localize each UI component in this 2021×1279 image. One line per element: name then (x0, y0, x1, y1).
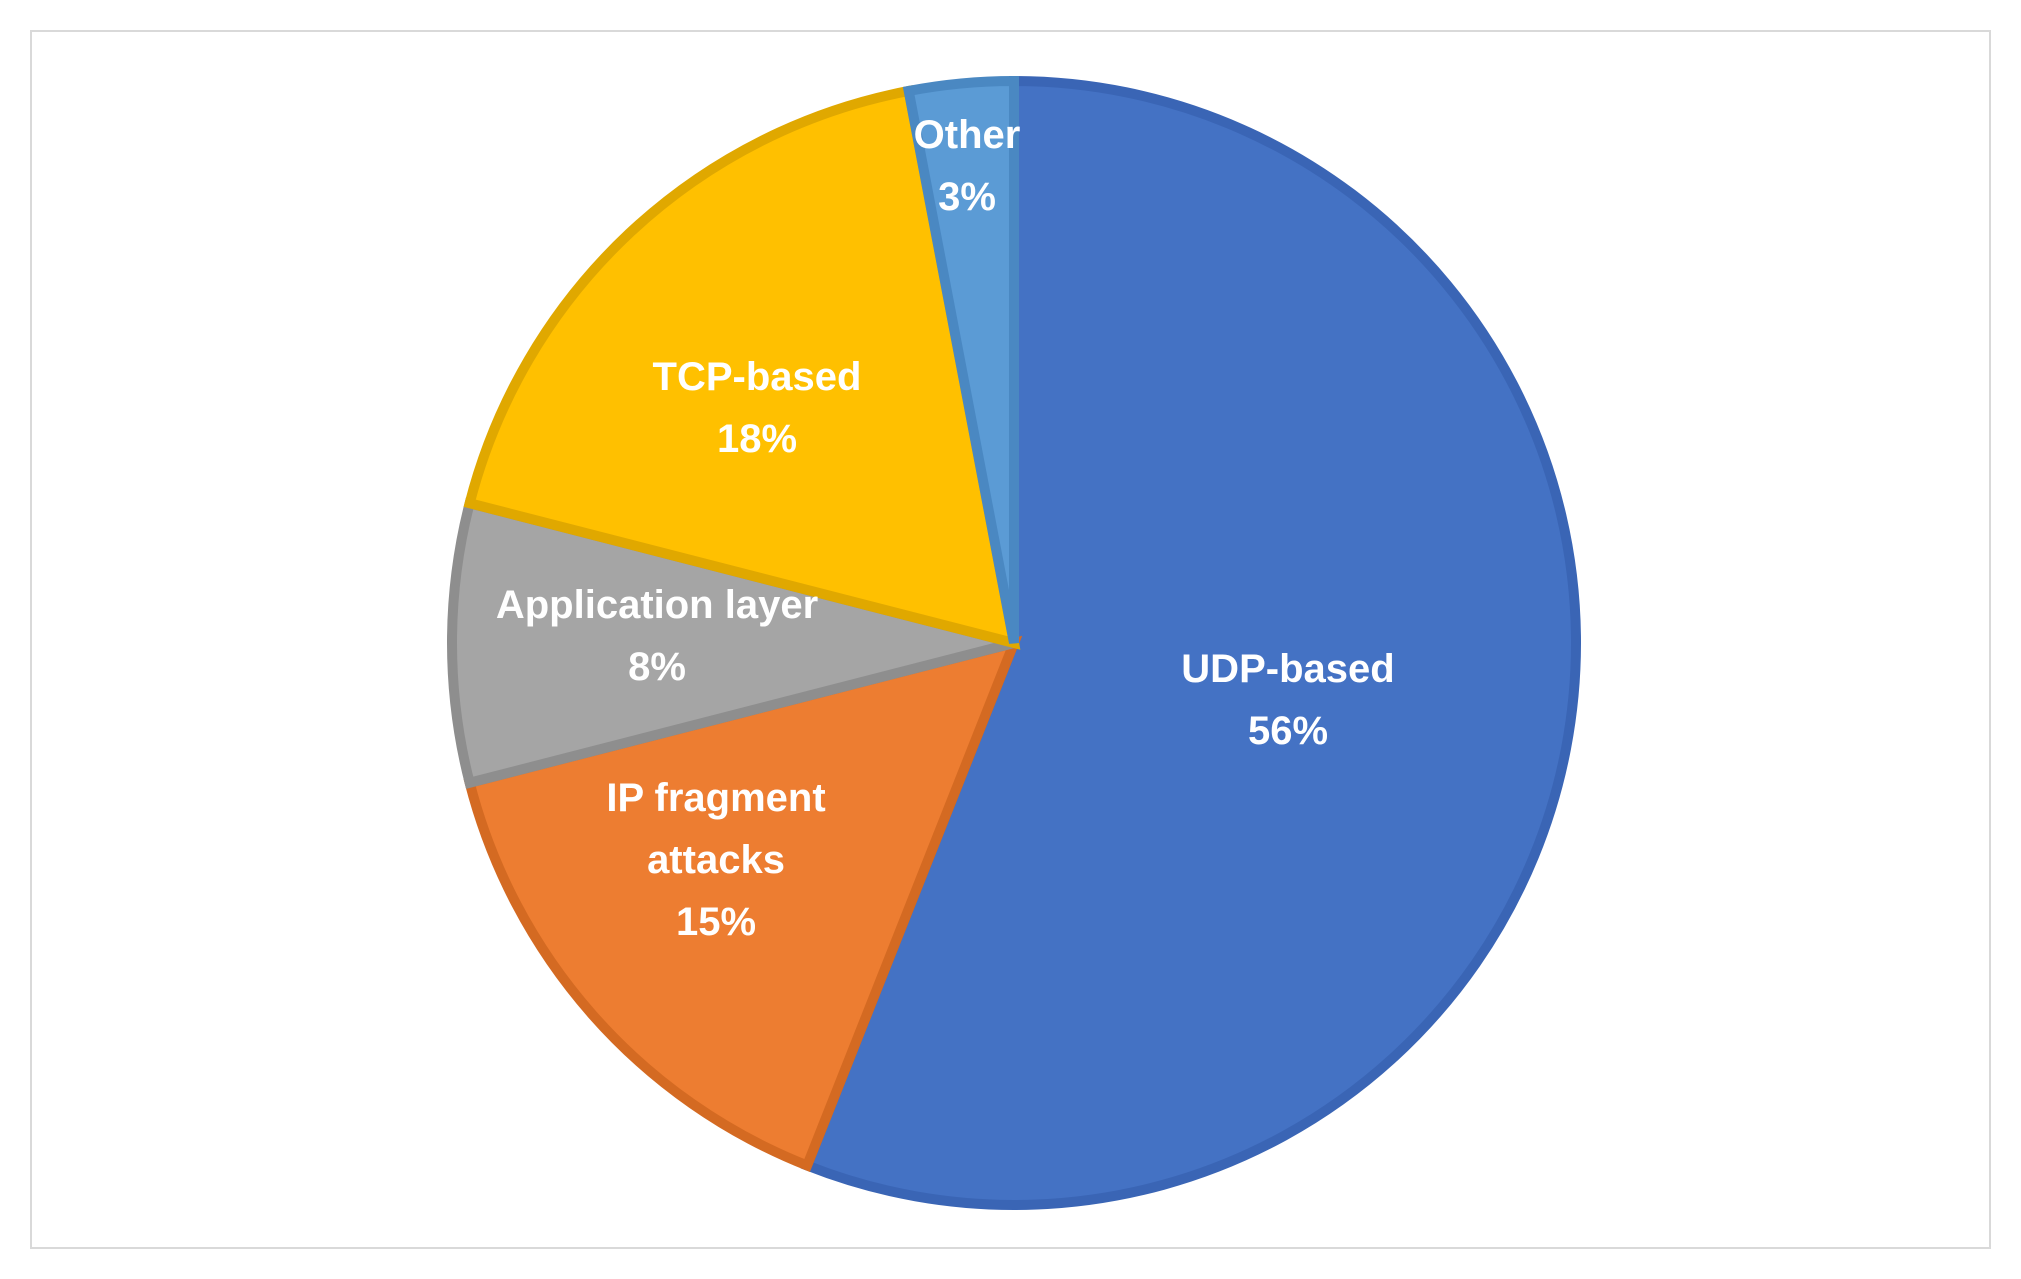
pie-slices (447, 75, 1582, 1210)
data-label-line: 3% (938, 175, 996, 219)
data-label-line: TCP-based (653, 355, 862, 399)
pie-slice-application-layer (447, 497, 1016, 789)
data-label-udp-based: UDP-based 56% (1181, 647, 1394, 753)
data-label-line: IP fragment (606, 776, 825, 820)
pie-slice-tcp-based (463, 85, 1021, 650)
pie-slice-udp-based (800, 75, 1582, 1210)
data-label-ip-fragment-attacks: IP fragment attacks 15% (606, 776, 825, 944)
data-label-line: Other (914, 113, 1021, 157)
data-label-application-layer: Application layer 8% (496, 583, 818, 689)
data-label-line: 56% (1248, 709, 1328, 753)
data-label-line: Application layer (496, 583, 818, 627)
data-label-line: 8% (628, 645, 686, 689)
data-label-tcp-based: TCP-based 18% (653, 355, 862, 461)
data-label-line: UDP-based (1181, 647, 1394, 691)
pie-slice-other (902, 75, 1019, 644)
pie-labels: UDP-based 56% IP fragment attacks 15% Applica… (496, 113, 1395, 944)
data-label-line: attacks (647, 838, 785, 882)
pie-slice-ip-fragment-attacks (463, 635, 1023, 1173)
data-label-other: Other 3% (914, 113, 1021, 219)
data-label-line: 15% (676, 900, 756, 944)
data-label-line: 18% (717, 417, 797, 461)
